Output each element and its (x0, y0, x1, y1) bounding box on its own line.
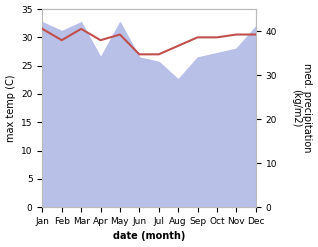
X-axis label: date (month): date (month) (113, 231, 185, 242)
Y-axis label: max temp (C): max temp (C) (5, 74, 16, 142)
Y-axis label: med. precipitation
(kg/m2): med. precipitation (kg/m2) (291, 63, 313, 153)
